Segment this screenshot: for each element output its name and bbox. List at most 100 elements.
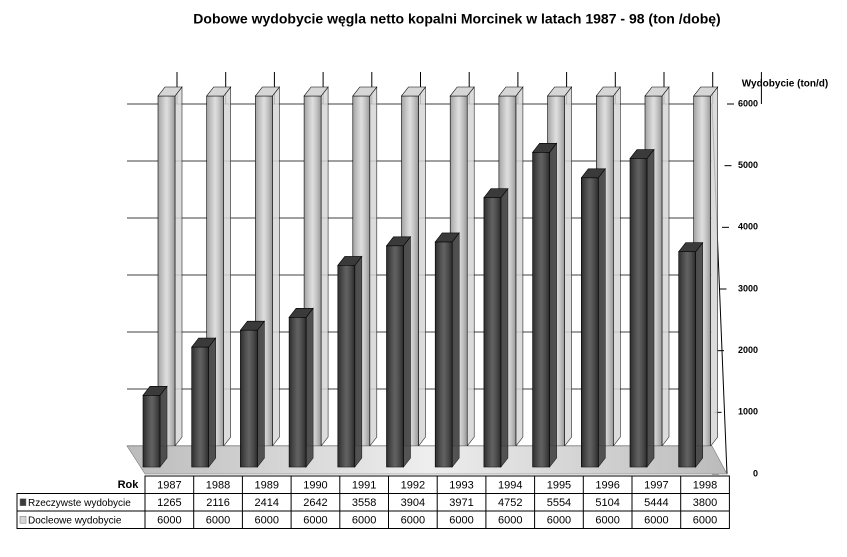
x-tick-label: 1998 (693, 480, 717, 492)
actual-bar-top (483, 188, 509, 199)
table-value: 6000 (644, 515, 668, 527)
actual-bar-side (646, 148, 655, 468)
y-tick-label: 6000 (738, 98, 758, 108)
actual-bar-side (549, 142, 557, 468)
target-bar-side (710, 86, 719, 447)
legend-label: Docleowe wydobycie (28, 515, 122, 526)
table-value: 2414 (255, 497, 279, 509)
actual-bar-shine (532, 152, 550, 468)
y-tick-label: 2000 (738, 345, 758, 355)
table-value: 6000 (206, 515, 230, 527)
actual-bar-top (337, 256, 363, 266)
target-bar-top (352, 86, 378, 97)
legend-label: Rzeczywste wydobycie (28, 498, 131, 509)
table-value: 3558 (352, 497, 376, 509)
target-bar-top (157, 86, 183, 97)
table-value: 4752 (498, 497, 522, 509)
actual-bar-shine (435, 241, 453, 467)
actual-bar-top (531, 142, 558, 153)
y-tick-label: 3000 (738, 283, 758, 293)
y-tick-label: 5000 (738, 160, 758, 170)
x-tick-label: 1987 (157, 480, 181, 492)
actual-bar-side (257, 320, 265, 468)
x-tick-label: 1994 (498, 480, 522, 492)
table-value: 2642 (303, 497, 327, 509)
actual-bar-shine (630, 158, 647, 468)
x-tick-label: 1988 (206, 480, 230, 492)
x-tick-label: 1996 (595, 480, 619, 492)
actual-bar-top (288, 307, 314, 318)
actual-bar-shine (581, 177, 599, 468)
actual-bar-side (500, 187, 509, 468)
target-bar-top (206, 86, 232, 97)
target-bar-top (595, 86, 621, 97)
y-axis-title: Wydobycie (ton/d) (742, 79, 828, 90)
table-value: 5444 (644, 497, 668, 509)
chart-title: Dobowe wydobycie węgla netto kopalni Mor… (193, 11, 720, 27)
target-bar-side (466, 86, 475, 447)
table-value: 6000 (498, 515, 522, 527)
target-bar-side (418, 86, 426, 447)
actual-bar-top (580, 168, 606, 179)
table-value: 6000 (255, 515, 279, 527)
table-value: 5554 (547, 497, 571, 509)
actual-bar-side (305, 307, 314, 468)
target-bar-top (400, 86, 427, 97)
table-value: 6000 (595, 515, 619, 527)
floor (126, 445, 728, 475)
actual-bar-side (208, 337, 216, 468)
x-tick-label: 1993 (449, 480, 473, 492)
target-bar-top (303, 86, 329, 97)
actual-bar-side (451, 232, 460, 468)
target-bar-top (254, 86, 281, 97)
actual-bar-top (629, 149, 655, 159)
target-bar-top (644, 86, 670, 97)
x-tick-label: 1989 (255, 480, 279, 492)
legend-swatch (19, 498, 27, 506)
actual-bar-shine (678, 251, 696, 467)
actual-bar-side (354, 255, 363, 468)
table-value: 3971 (449, 497, 473, 509)
actual-bar-top (678, 242, 704, 252)
actual-bar-top (142, 386, 168, 396)
x-tick-label: 1991 (352, 480, 376, 492)
x-tick-label: 1995 (547, 480, 571, 492)
table-value: 6000 (303, 515, 327, 527)
target-bar-top (546, 86, 573, 97)
target-bar-side (612, 86, 621, 447)
actual-bar-shine (386, 245, 404, 467)
target-bar-side (272, 86, 280, 447)
actual-bar-shine (289, 317, 307, 467)
actual-bar-side (597, 167, 606, 468)
target-bar-side (515, 86, 524, 447)
actual-bar-side (695, 241, 704, 468)
target-bar-top (449, 86, 475, 97)
actual-bar-side (403, 235, 411, 468)
actual-bar-top (191, 337, 217, 348)
y-tick-label: 4000 (738, 222, 758, 232)
table-value: 6000 (693, 515, 717, 527)
actual-bar-shine (191, 347, 209, 467)
x-tick-label: 1990 (303, 480, 327, 492)
target-bar-side (369, 86, 378, 447)
x-axis-title: Rok (118, 479, 140, 491)
target-bar-side (223, 86, 231, 447)
table-value: 6000 (401, 515, 425, 527)
actual-bar-shine (143, 395, 160, 467)
table-value: 6000 (352, 515, 376, 527)
target-bar-side (320, 86, 329, 447)
target-bar-top (693, 86, 719, 97)
x-tick-label: 1997 (644, 480, 668, 492)
table-value: 2116 (206, 497, 230, 509)
actual-bar-top (434, 232, 460, 243)
table-value: 3904 (401, 497, 425, 509)
y-tick-label: 0 (753, 468, 758, 478)
target-bar-shine (158, 96, 175, 446)
actual-bar-top (385, 236, 412, 247)
target-bar-top (498, 86, 524, 97)
x-tick-label: 1992 (401, 480, 425, 492)
target-bar-side (564, 86, 572, 447)
table-value: 6000 (547, 515, 571, 527)
actual-bar-shine (337, 265, 355, 467)
